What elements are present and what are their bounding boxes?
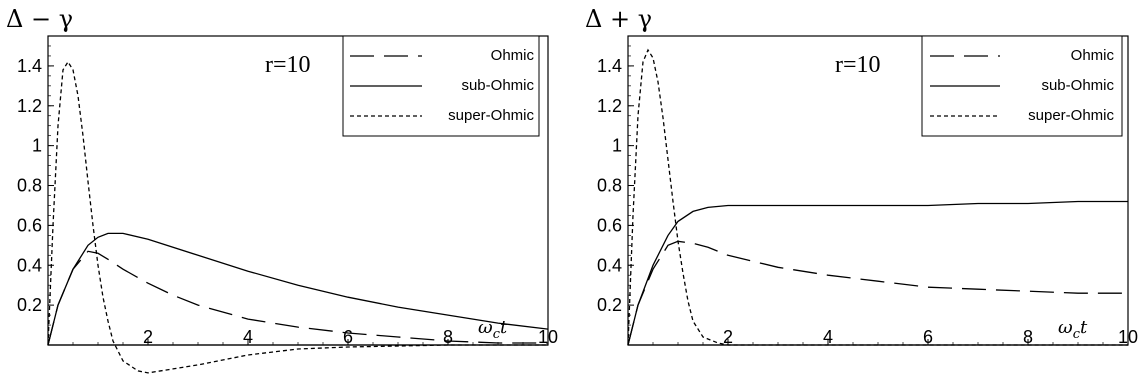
x-tick-label: 6 [343,327,353,347]
y-tick-label: 1 [612,136,622,156]
x-tick-label: 4 [243,327,253,347]
x-tick-label: 10 [538,327,558,347]
series-line-sub-ohmic [627,200,1128,346]
x-tick-label: 4 [823,327,833,347]
y-tick-label: 0.4 [17,255,42,275]
x-axis-label: ωct [1058,317,1088,342]
legend-label: super-Ohmic [448,107,534,124]
y-axis-label: Δ − γ [6,5,73,33]
x-tick-label: 8 [1023,327,1033,347]
legend-label: Ohmic [1071,47,1115,64]
y-tick-label: 0.6 [597,215,622,235]
y-tick-label: 1.4 [597,56,622,76]
series-line-ohmic [47,250,548,346]
legend-label: super-Ohmic [1028,107,1114,124]
legend-label: Ohmic [491,47,535,64]
series-line-super-ohmic [47,60,548,374]
y-tick-label: 1.4 [17,56,42,76]
x-tick-label: 10 [1118,327,1138,347]
y-tick-label: 1.2 [17,96,42,116]
y-tick-label: 0.4 [597,255,622,275]
annotation-label: r=10 [265,52,311,78]
x-tick-label: 6 [923,327,933,347]
legend-label: sub-Ohmic [461,77,534,94]
y-tick-label: 0.2 [17,295,42,315]
series-line-ohmic [627,240,1128,346]
y-tick-label: 0.6 [17,215,42,235]
x-tick-label: 2 [723,327,733,347]
y-axis-label: Δ + γ [585,5,652,33]
y-tick-label: 0.2 [597,295,622,315]
chart-panel-2: Δ + γ 0.2 0.4 0.6 0.8 1 1.2 1.4 2 4 6 8 10 ωct r=10 Ohm… [585,5,1138,347]
y-tick-label: 1.2 [597,96,622,116]
x-tick-label: 8 [443,327,453,347]
y-tick-label: 0.8 [17,176,42,196]
legend-label: sub-Ohmic [1041,77,1114,94]
legend: Ohmic sub-Ohmic super-Ohmic [342,35,540,137]
legend: Ohmic sub-Ohmic super-Ohmic [921,35,1123,137]
y-tick-label: 1 [32,136,42,156]
x-tick-label: 2 [143,327,153,347]
annotation-label: r=10 [835,52,881,78]
y-tick-label: 0.8 [597,176,622,196]
series-line-sub-ohmic [47,232,549,346]
